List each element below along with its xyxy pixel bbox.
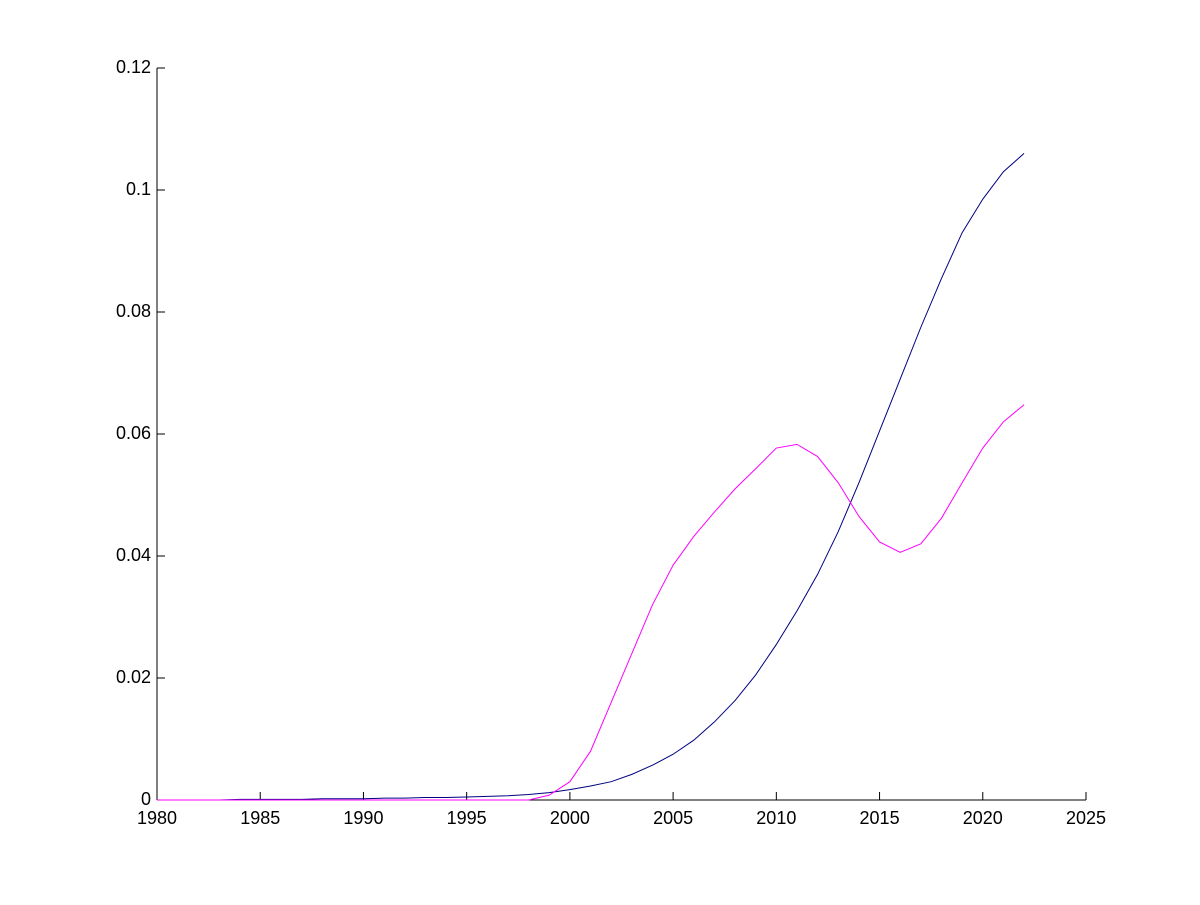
x-tick-label: 2000 (550, 808, 590, 828)
y-tick-label: 0.04 (116, 545, 151, 565)
x-tick-label: 2025 (1066, 808, 1106, 828)
y-tick-label: 0.08 (116, 301, 151, 321)
x-tick-label: 2005 (653, 808, 693, 828)
y-tick-label: 0.12 (116, 57, 151, 77)
x-tick-label: 1985 (240, 808, 280, 828)
line-series (157, 153, 1025, 801)
x-tick-label: 2015 (860, 808, 900, 828)
y-tick-label: 0.02 (116, 667, 151, 687)
x-tick-label: 1980 (137, 808, 177, 828)
x-tick-label: 2010 (756, 808, 796, 828)
x-tick-label: 1990 (343, 808, 383, 828)
x-tick-label: 1995 (447, 808, 487, 828)
y-tick-label: 0.06 (116, 423, 151, 443)
x-tick-label: 2020 (963, 808, 1003, 828)
y-tick-label: 0 (141, 789, 151, 809)
y-tick-label: 0.1 (126, 179, 151, 199)
line-series (157, 404, 1025, 801)
